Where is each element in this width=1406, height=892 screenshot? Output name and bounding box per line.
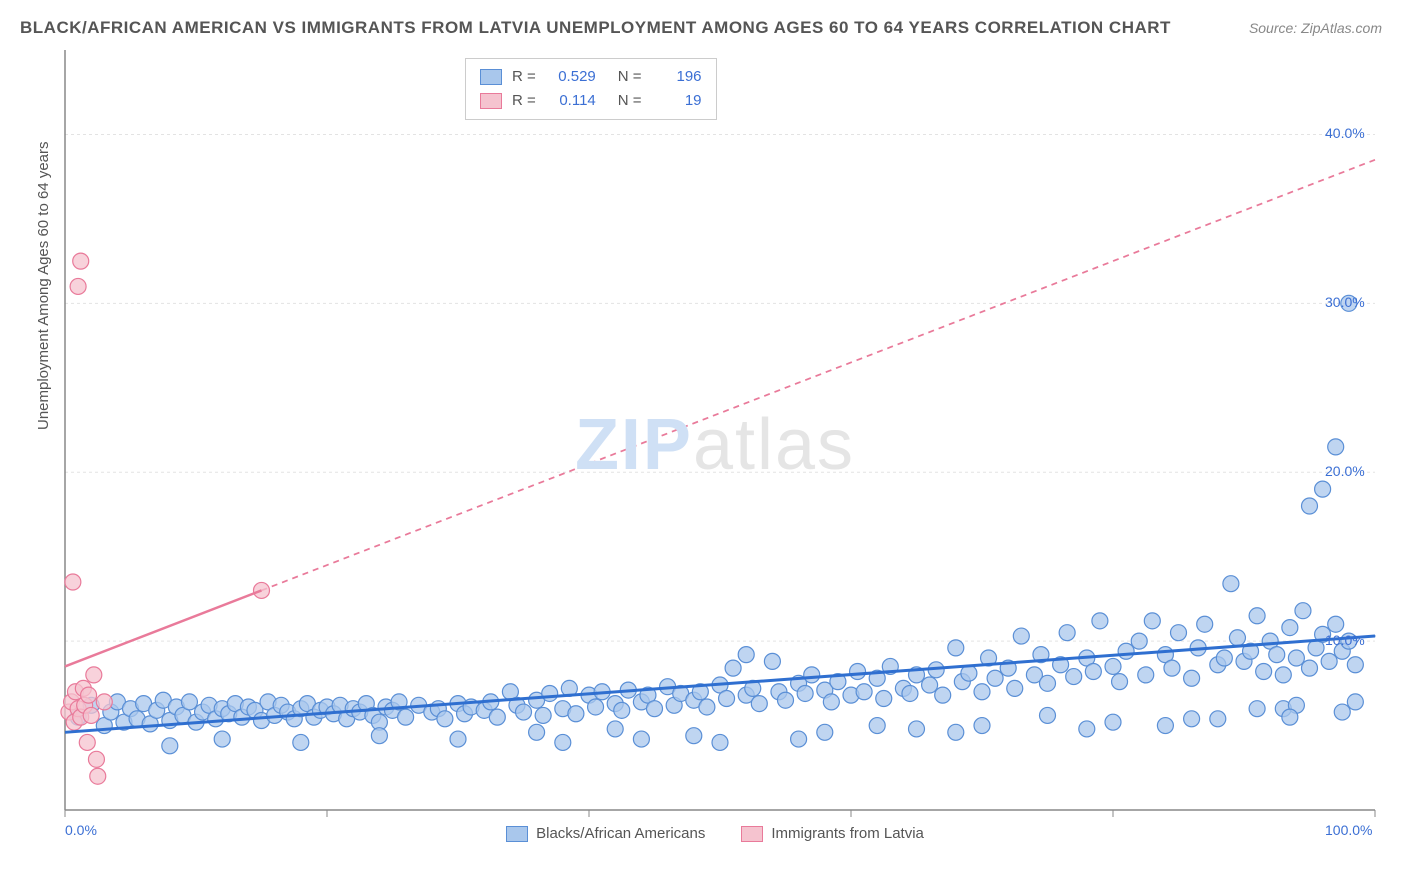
scatter-chart <box>45 50 1385 840</box>
correlation-legend: R = 0.529 N = 196 R = 0.114 N = 19 <box>465 58 717 120</box>
legend-r-label: R = <box>512 89 536 113</box>
legend-item: Blacks/African Americans <box>506 825 705 842</box>
legend-swatch <box>480 93 502 109</box>
source-label: Source: ZipAtlas.com <box>1249 20 1382 36</box>
y-tick-label: 10.0% <box>1325 632 1365 648</box>
legend-item: Immigrants from Latvia <box>741 825 924 842</box>
legend-r-value: 0.529 <box>546 65 596 89</box>
x-tick-label: 100.0% <box>1325 822 1372 838</box>
y-tick-label: 40.0% <box>1325 125 1365 141</box>
legend-row: R = 0.529 N = 196 <box>480 65 702 89</box>
series-legend: Blacks/African Americans Immigrants from … <box>45 825 1385 842</box>
legend-swatch <box>480 69 502 85</box>
chart-container: Unemployment Among Ages 60 to 64 years Z… <box>45 50 1385 840</box>
legend-label: Blacks/African Americans <box>536 825 705 842</box>
legend-r-label: R = <box>512 65 536 89</box>
legend-n-value: 19 <box>652 89 702 113</box>
x-tick-label: 0.0% <box>65 822 97 838</box>
legend-swatch <box>741 826 763 842</box>
chart-title: BLACK/AFRICAN AMERICAN VS IMMIGRANTS FRO… <box>20 18 1171 38</box>
y-tick-label: 30.0% <box>1325 294 1365 310</box>
legend-r-value: 0.114 <box>546 89 596 113</box>
y-tick-label: 20.0% <box>1325 463 1365 479</box>
legend-row: R = 0.114 N = 19 <box>480 89 702 113</box>
legend-n-label: N = <box>618 89 642 113</box>
legend-n-value: 196 <box>652 65 702 89</box>
legend-n-label: N = <box>618 65 642 89</box>
legend-label: Immigrants from Latvia <box>771 825 924 842</box>
legend-swatch <box>506 826 528 842</box>
